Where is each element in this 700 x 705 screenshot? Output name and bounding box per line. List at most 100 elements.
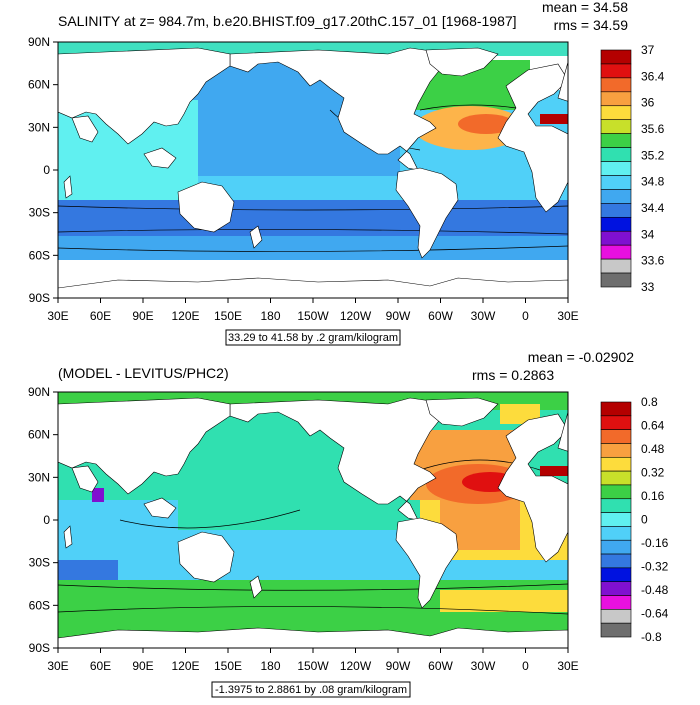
lon-tick-label: 90E <box>132 659 153 673</box>
lon-tick-label: 30E <box>557 309 578 323</box>
colorbar-label: 34.8 <box>641 175 665 189</box>
colorbar-label: 34 <box>641 227 655 241</box>
colorbar-label: -0.8 <box>641 630 662 644</box>
colorbar-swatch <box>600 401 632 417</box>
colorbar-label: -0.32 <box>641 560 669 574</box>
panel-2-mean: mean = -0.02902 <box>528 349 634 365</box>
lon-tick-label: 30W <box>471 659 496 673</box>
lon-tick-label: 120W <box>340 659 372 673</box>
lat-tick-label: 90S <box>29 291 50 305</box>
panel-2-range-info: -1.3975 to 2.8861 by .08 gram/kilogram <box>215 684 407 696</box>
lat-tick-label: 0 <box>43 163 50 177</box>
lon-tick-label: 120W <box>340 309 372 323</box>
colorbar-swatch <box>600 105 632 121</box>
colorbar-swatch <box>600 203 632 218</box>
colorbar-label: 0.48 <box>641 442 665 456</box>
lat-tick-label: 30N <box>28 470 50 484</box>
lon-tick-label: 90W <box>386 309 411 323</box>
lon-tick-label: 150E <box>214 309 242 323</box>
panel-2-lat-axis: 90N 60N 30N 0 30S 60S 90S <box>28 385 58 655</box>
colorbar-swatch <box>600 622 632 638</box>
colorbar-swatch <box>600 415 632 430</box>
lon-tick-label: 30E <box>47 309 68 323</box>
colorbar-swatch <box>600 77 632 93</box>
colorbar-swatch <box>600 553 632 569</box>
colorbar-label: 0.16 <box>641 489 665 503</box>
colorbar-label: 33.6 <box>641 254 665 268</box>
lon-tick-label: 150E <box>214 659 242 673</box>
colorbar-swatch <box>600 147 632 162</box>
colorbar-label: 35.6 <box>641 122 665 136</box>
colorbar-swatch <box>600 133 632 148</box>
colorbar-swatch <box>600 429 632 444</box>
colorbar-label: -0.16 <box>641 536 669 550</box>
colorbar-swatch <box>600 119 632 134</box>
lat-tick-label: 60N <box>28 428 50 442</box>
lat-tick-label: 30S <box>29 206 50 220</box>
lon-tick-label: 60W <box>428 309 453 323</box>
panel-1-map <box>58 42 568 298</box>
colorbar-swatch <box>600 216 632 232</box>
panel-2-rms: rms = 0.2863 <box>472 367 554 383</box>
panel-2-range-box <box>211 681 411 698</box>
colorbar-swatch <box>600 258 632 274</box>
panel-1-mean: mean = 34.58 <box>542 0 628 15</box>
lon-tick-label: 60E <box>90 309 111 323</box>
colorbar-swatch <box>600 91 632 107</box>
lat-tick-label: 90N <box>28 385 50 399</box>
colorbar-swatch <box>600 175 632 190</box>
lon-tick-label: 180 <box>260 659 280 673</box>
panel-2: (MODEL - LEVITUS/PHC2) mean = -0.02902 r… <box>28 349 669 698</box>
colorbar-label: 0.8 <box>641 395 658 409</box>
colorbar-label: 33 <box>641 280 655 294</box>
panel-1-rms: rms = 34.59 <box>554 17 629 33</box>
colorbar-swatch <box>600 443 632 458</box>
lon-tick-label: 30E <box>557 659 578 673</box>
lat-tick-label: 90S <box>29 641 50 655</box>
lon-tick-label: 90E <box>132 309 153 323</box>
lon-tick-label: 180 <box>260 309 280 323</box>
colorbar-swatch <box>600 609 632 624</box>
lat-tick-label: 30N <box>28 120 50 134</box>
lon-tick-label: 150W <box>297 659 329 673</box>
panel-1-lat-axis: 90N 60N 30N 0 30S 60S 90S <box>28 35 58 305</box>
panel-1-range-box <box>225 329 401 346</box>
colorbar-label: 36 <box>641 96 655 110</box>
colorbar-swatch <box>600 498 632 513</box>
lat-tick-label: 90N <box>28 35 50 49</box>
panel-2-map <box>58 392 568 648</box>
lat-tick-label: 30S <box>29 556 50 570</box>
colorbar-label: 35.2 <box>641 148 665 162</box>
lon-tick-label: 90W <box>386 659 411 673</box>
colorbar-swatch <box>600 230 632 246</box>
panel-2-colorbar: 0.8 0.64 0.48 0.32 0.16 0 -0.16 -0.32 -0.48 -0.64… <box>600 395 669 644</box>
lat-tick-label: 60S <box>29 248 50 262</box>
colorbar-swatch <box>600 512 632 527</box>
colorbar-swatch <box>600 539 632 555</box>
lon-tick-label: 60W <box>428 659 453 673</box>
colorbar-label: 37 <box>641 43 655 57</box>
colorbar-label: 0.64 <box>641 419 665 433</box>
panel-1-mediterranean <box>540 114 568 124</box>
colorbar-label: 34.4 <box>641 201 665 215</box>
colorbar-swatch <box>600 272 632 288</box>
colorbar-label: 0.32 <box>641 466 665 480</box>
panel-1-colorbar: 37 36.4 36 35.6 35.2 34.8 34.4 34 33.6 33 <box>600 43 665 294</box>
lat-tick-label: 0 <box>43 513 50 527</box>
colorbar-swatch <box>600 470 632 486</box>
panel-1: SALINITY at z= 984.7m, b.e20.BHIST.f09_g… <box>28 0 665 346</box>
colorbar-swatch <box>600 581 632 596</box>
colorbar-swatch <box>600 63 632 79</box>
colorbar-label: 0 <box>641 513 648 527</box>
colorbar-swatch <box>600 161 632 176</box>
lon-tick-label: 0 <box>522 659 529 673</box>
lon-tick-label: 30E <box>47 659 68 673</box>
lon-tick-label: 120E <box>171 309 199 323</box>
colorbar-swatch <box>600 484 632 500</box>
colorbar-swatch <box>600 567 632 583</box>
lon-tick-label: 60E <box>90 659 111 673</box>
colorbar-swatch <box>600 189 632 204</box>
colorbar-label: -0.48 <box>641 583 669 597</box>
panel-2-lon-axis: 30E 60E 90E 120E 150E 180 150W 120W 90W 60W 30W 0 30… <box>47 648 579 673</box>
